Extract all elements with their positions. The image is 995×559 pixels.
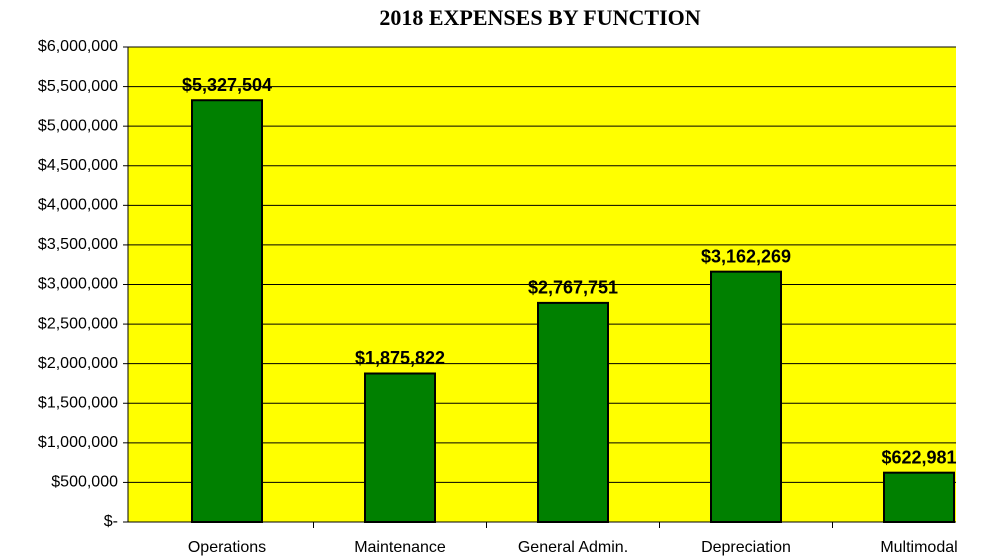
x-tick-label: Operations — [188, 539, 266, 556]
x-tick-label: Multimodal — [880, 539, 957, 556]
y-tick-label: $4,500,000 — [38, 157, 118, 174]
bar — [537, 301, 609, 523]
bar — [191, 99, 263, 524]
y-tick-label: $1,500,000 — [38, 394, 118, 411]
chart-title: 2018 EXPENSES BY FUNCTION — [379, 5, 700, 30]
y-tick-label: $5,500,000 — [38, 78, 118, 95]
value-label: $622,981 — [881, 447, 956, 467]
y-tick-label: $500,000 — [51, 474, 118, 491]
value-label: $3,162,269 — [701, 246, 791, 266]
value-label: $5,327,504 — [182, 75, 272, 95]
y-tick-label: $3,000,000 — [38, 276, 118, 293]
y-tick-label: $- — [104, 513, 118, 530]
y-tick-label: $2,000,000 — [38, 355, 118, 372]
bar — [364, 372, 436, 524]
x-tick-label: Depreciation — [701, 539, 791, 556]
bar — [710, 270, 782, 524]
y-tick-label: $5,000,000 — [38, 117, 118, 134]
y-tick-label: $6,000,000 — [38, 38, 118, 55]
y-tick-label: $4,000,000 — [38, 197, 118, 214]
bar — [883, 471, 955, 523]
x-tick-label: General Admin. — [518, 539, 628, 556]
value-label: $1,875,822 — [355, 348, 445, 368]
value-label: $2,767,751 — [528, 278, 618, 298]
y-tick-label: $2,500,000 — [38, 315, 118, 332]
x-tick-label: Maintenance — [354, 539, 446, 556]
y-tick-label: $3,500,000 — [38, 236, 118, 253]
y-tick-label: $1,000,000 — [38, 434, 118, 451]
